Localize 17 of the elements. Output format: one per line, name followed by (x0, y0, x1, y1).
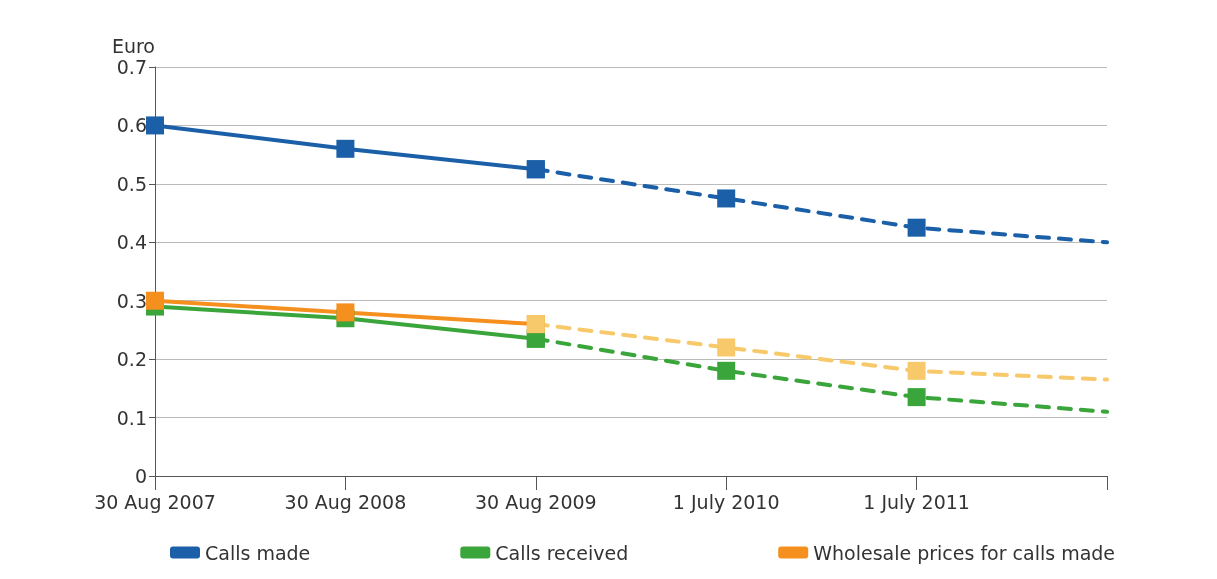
y-axis-title: Euro (111, 34, 155, 57)
x-tick-label: 1 July 2011 (863, 490, 970, 513)
y-tick-label: 0.4 (116, 231, 147, 254)
y-tick-label: 0.2 (116, 348, 147, 371)
y-tick-label: 0.5 (116, 172, 147, 195)
x-tick-label: 30 Aug 2008 (284, 490, 407, 513)
y-tick-label: 0.3 (116, 289, 147, 312)
x-tick-label: 30 Aug 2007 (94, 490, 216, 513)
x-tick-label: 1 July 2010 (672, 490, 780, 513)
y-tick-label: 0.1 (116, 406, 147, 429)
y-tick-label: 0.7 (116, 56, 147, 78)
legend-label: Calls received (495, 541, 629, 564)
y-tick-label: 0.6 (116, 114, 147, 137)
legend-label: Wholesale prices for calls made (813, 541, 1116, 564)
y-tick-label: 0 (134, 465, 147, 487)
legend-label: Calls made (205, 541, 311, 564)
x-tick-label: 30 Aug 2009 (474, 490, 597, 513)
